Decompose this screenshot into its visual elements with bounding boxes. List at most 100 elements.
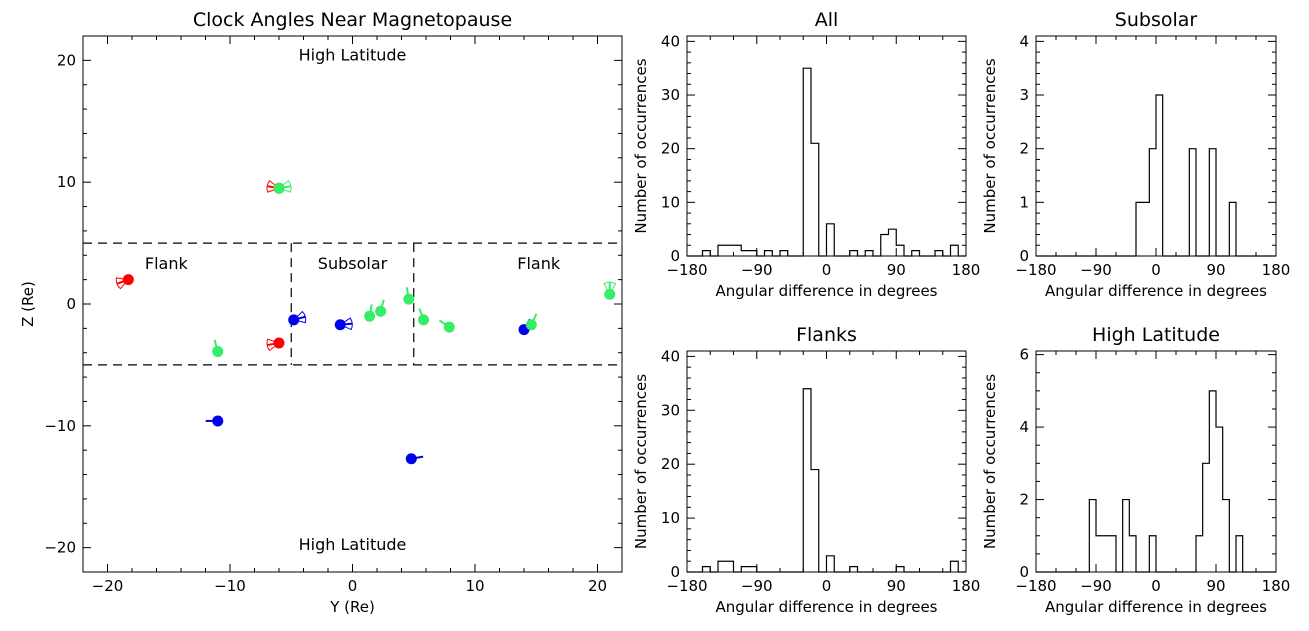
y-tick-label: 20 [661, 455, 680, 473]
histogram-bar [811, 143, 819, 256]
y-tick-label: 10 [661, 193, 680, 211]
histogram-bar [734, 245, 742, 256]
y-axis-label: Number of occurrences [632, 58, 650, 233]
y-tick-label: 0 [670, 247, 680, 265]
y-tick-label: 0 [66, 295, 76, 313]
y-tick-label: −10 [44, 417, 76, 435]
y-tick-label: 2 [1019, 491, 1029, 509]
data-point [403, 293, 415, 305]
y-tick-label: −20 [44, 539, 76, 557]
x-axis-label: Y (Re) [329, 598, 375, 616]
x-tick-label: 90 [887, 261, 906, 279]
histogram-bar [896, 567, 904, 572]
x-tick-label: −180 [666, 261, 707, 279]
chart-title: Flanks [796, 324, 857, 346]
x-axis-label: Angular difference in degrees [1045, 282, 1267, 300]
histogram-bar [741, 567, 749, 572]
scatter-chart: −20 −10 0 10 20 −20 −10 0 10 20 Clock Angles Near … [19, 9, 623, 616]
histogram-bar [718, 561, 726, 572]
histogram-chart: −180 −90 0 90 180 0 10 20 30 40 All Angular differe… [632, 9, 980, 300]
histogram-bar [1196, 536, 1203, 572]
y-axis-label: Number of occurrences [981, 58, 999, 233]
histogram-bar [1209, 149, 1216, 256]
histogram-bar [896, 245, 904, 256]
histogram-step-line [1036, 94, 1276, 257]
histogram-chart: −180 −90 0 90 180 0 10 20 30 40 Flanks Angular diff… [632, 324, 980, 616]
x-tick-label: 90 [1206, 577, 1225, 595]
y-tick-label: 4 [1019, 32, 1029, 50]
data-point [375, 305, 387, 317]
region-label: High Latitude [299, 45, 407, 64]
region-label: Flank [145, 254, 189, 273]
histogram-bar [1149, 536, 1156, 572]
x-tick-label: 0 [822, 577, 832, 595]
x-tick-label: −90 [1080, 261, 1112, 279]
y-tick-label: 40 [661, 347, 680, 365]
histogram-bar [1136, 202, 1143, 256]
histogram-bar [718, 245, 726, 256]
histogram-bar [803, 389, 811, 572]
y-tick-label: 2 [1019, 140, 1029, 158]
histogram-bar [1123, 500, 1130, 572]
histogram-bar [1109, 536, 1116, 572]
data-point [122, 274, 134, 286]
histogram-bar [749, 251, 757, 256]
x-axis-label: Angular difference in degrees [716, 598, 938, 616]
x-tick-label: 0 [1151, 577, 1161, 595]
histogram-bar [881, 235, 889, 256]
histogram-bar [1216, 427, 1223, 572]
histogram-step-line [687, 388, 966, 573]
x-tick-label: 180 [1262, 577, 1291, 595]
x-tick-label: 10 [465, 577, 484, 595]
histogram-bar [1096, 536, 1103, 572]
histogram-bar [703, 251, 711, 256]
x-tick-label: 180 [1262, 261, 1291, 279]
data-point [288, 314, 300, 326]
histogram-bar [726, 245, 734, 256]
y-tick-label: 3 [1019, 86, 1029, 104]
histogram-bar [912, 251, 920, 256]
histogram-bar [1089, 500, 1096, 572]
y-tick-label: 30 [661, 401, 680, 419]
y-tick-label: 0 [1019, 247, 1029, 265]
data-point [273, 337, 285, 349]
histogram-bar [749, 567, 757, 572]
y-axis-label: Number of occurrences [632, 374, 650, 549]
histogram-bar [889, 229, 897, 256]
histogram-bar [951, 561, 959, 572]
chart-title: Clock Angles Near Magnetopause [193, 9, 512, 31]
x-tick-label: −90 [741, 261, 773, 279]
chart-title: All [815, 9, 839, 31]
y-tick-label: 10 [661, 509, 680, 527]
x-tick-label: 90 [1206, 261, 1225, 279]
plot-frame [82, 35, 623, 573]
data-point [604, 288, 616, 300]
x-tick-label: 0 [348, 577, 358, 595]
data-point [525, 319, 537, 331]
chart-title: Subsolar [1115, 9, 1198, 31]
x-tick-label: −90 [1080, 577, 1112, 595]
histogram-bar [803, 68, 811, 256]
y-tick-label: 10 [57, 173, 76, 191]
histogram-bar [951, 245, 959, 256]
x-axis-label: Angular difference in degrees [716, 282, 938, 300]
histogram-bar [1189, 149, 1196, 256]
y-tick-label: 4 [1019, 418, 1029, 436]
y-tick-label: 6 [1019, 346, 1029, 364]
y-tick-label: 1 [1019, 193, 1029, 211]
histogram-bar [765, 251, 773, 256]
histogram-bar [1129, 536, 1136, 572]
data-point [212, 346, 224, 358]
histogram-bar [780, 251, 788, 256]
histogram-bar [1156, 95, 1163, 256]
histogram-bar [1236, 536, 1243, 572]
y-tick-label: 20 [661, 140, 680, 158]
y-tick-label: 0 [1019, 563, 1029, 581]
plot-frame [686, 350, 967, 573]
x-tick-label: 0 [1151, 261, 1161, 279]
y-tick-label: 0 [670, 563, 680, 581]
histogram-step-line [1036, 390, 1276, 573]
histogram-bar [811, 470, 819, 572]
region-label: Subsolar [318, 254, 388, 273]
x-tick-label: 180 [952, 261, 981, 279]
